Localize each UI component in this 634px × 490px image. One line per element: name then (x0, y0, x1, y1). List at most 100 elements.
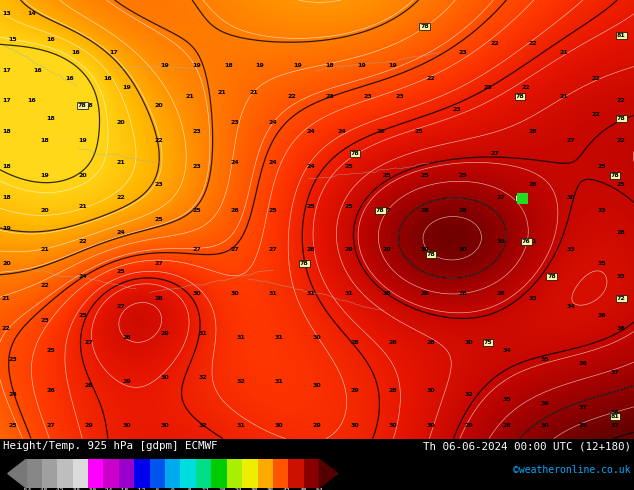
Text: 27: 27 (566, 138, 575, 143)
Text: 78: 78 (547, 274, 556, 279)
Text: 30: 30 (427, 423, 436, 428)
Text: 19: 19 (122, 85, 131, 90)
Text: 78: 78 (78, 103, 87, 108)
Text: 22: 22 (490, 41, 499, 47)
Text: 31: 31 (268, 292, 277, 296)
Text: 13: 13 (2, 11, 11, 16)
Text: 23: 23 (154, 182, 163, 187)
Text: 25: 25 (116, 270, 125, 274)
Text: 17: 17 (2, 68, 11, 73)
Text: 78: 78 (515, 94, 524, 99)
Text: 27: 27 (496, 195, 505, 200)
Text: 22: 22 (528, 41, 537, 47)
Text: 29: 29 (465, 423, 474, 428)
Text: 27: 27 (46, 423, 55, 428)
Text: 27: 27 (154, 261, 163, 266)
Text: 25: 25 (268, 208, 277, 213)
Text: 31: 31 (236, 423, 245, 428)
Text: 22: 22 (522, 85, 531, 90)
Text: 27: 27 (192, 247, 201, 252)
Text: 21: 21 (116, 160, 125, 165)
Text: 30: 30 (566, 195, 575, 200)
Text: 25: 25 (598, 164, 607, 169)
Text: 20: 20 (40, 208, 49, 213)
Text: 29: 29 (160, 331, 169, 336)
Polygon shape (320, 459, 338, 488)
Text: 30: 30 (250, 488, 258, 490)
Text: 78: 78 (617, 116, 626, 121)
Bar (88, 459, 103, 488)
Text: 30: 30 (230, 292, 239, 296)
Text: 22: 22 (40, 283, 49, 288)
Text: 20: 20 (78, 173, 87, 178)
Text: 18: 18 (40, 138, 49, 143)
Text: 21: 21 (2, 295, 11, 301)
Text: -6: -6 (153, 488, 160, 490)
Bar (211, 459, 227, 488)
Text: 28: 28 (528, 182, 537, 187)
Text: 28: 28 (389, 388, 398, 393)
Bar (165, 459, 181, 488)
Text: 29: 29 (351, 388, 359, 393)
Text: 20: 20 (2, 261, 11, 266)
Text: 48: 48 (299, 488, 307, 490)
Text: 27: 27 (230, 247, 239, 252)
Text: 30: 30 (160, 423, 169, 428)
Text: 24: 24 (230, 160, 239, 165)
Text: 30: 30 (541, 423, 550, 428)
Bar (517, 193, 528, 204)
Text: 31: 31 (198, 331, 207, 336)
Text: 21: 21 (249, 90, 258, 95)
Text: 23: 23 (230, 120, 239, 125)
Text: 17: 17 (110, 50, 119, 55)
Text: -12: -12 (134, 488, 146, 490)
Text: 32: 32 (198, 423, 207, 428)
Text: 24: 24 (78, 274, 87, 279)
Text: 27: 27 (84, 340, 93, 344)
Text: 26: 26 (46, 388, 55, 393)
Text: 19: 19 (40, 173, 49, 178)
Text: 54: 54 (316, 488, 323, 490)
Text: 33: 33 (617, 274, 626, 279)
Text: 29: 29 (382, 247, 391, 252)
Text: 26: 26 (458, 292, 467, 296)
Bar (288, 459, 304, 488)
Bar (242, 459, 257, 488)
Bar (304, 459, 320, 488)
Text: 0: 0 (171, 488, 174, 490)
Text: 31: 31 (306, 292, 315, 296)
Text: 36: 36 (267, 488, 274, 490)
Text: 78: 78 (515, 195, 524, 200)
Text: 18: 18 (84, 103, 93, 108)
Bar (181, 459, 196, 488)
Bar (273, 459, 288, 488)
Text: 23: 23 (452, 107, 461, 112)
Bar (134, 459, 150, 488)
Text: 26: 26 (389, 340, 398, 344)
Text: 30: 30 (465, 340, 474, 344)
Text: 21: 21 (40, 247, 49, 252)
Text: 25: 25 (306, 204, 315, 209)
Text: 30: 30 (427, 388, 436, 393)
Text: 36: 36 (598, 313, 607, 318)
Text: 76: 76 (522, 239, 531, 244)
Text: 29: 29 (313, 423, 321, 428)
Text: 23: 23 (192, 164, 201, 169)
Text: 23: 23 (192, 129, 201, 134)
Text: 25: 25 (8, 423, 17, 428)
Text: 28: 28 (122, 335, 131, 340)
Bar (57, 459, 72, 488)
Text: -54: -54 (21, 488, 32, 490)
Text: 33: 33 (566, 247, 575, 252)
Text: 18: 18 (325, 63, 334, 68)
Text: 16: 16 (27, 98, 36, 103)
Text: 22: 22 (287, 94, 296, 99)
Bar (119, 459, 134, 488)
Text: 15: 15 (8, 37, 17, 42)
Bar (26, 459, 42, 488)
Text: 29: 29 (344, 247, 353, 252)
Text: 31: 31 (275, 335, 283, 340)
Text: 25: 25 (46, 348, 55, 353)
Text: 19: 19 (256, 63, 264, 68)
Text: 31: 31 (275, 379, 283, 384)
